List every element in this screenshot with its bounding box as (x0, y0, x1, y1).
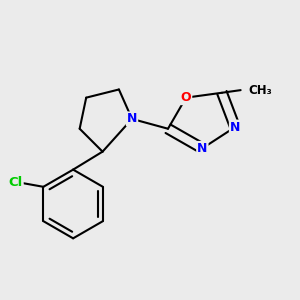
Text: N: N (230, 121, 240, 134)
Text: O: O (181, 91, 191, 104)
Text: CH₃: CH₃ (248, 84, 272, 97)
Text: N: N (197, 142, 208, 155)
Text: N: N (127, 112, 137, 125)
Text: Cl: Cl (8, 176, 23, 189)
